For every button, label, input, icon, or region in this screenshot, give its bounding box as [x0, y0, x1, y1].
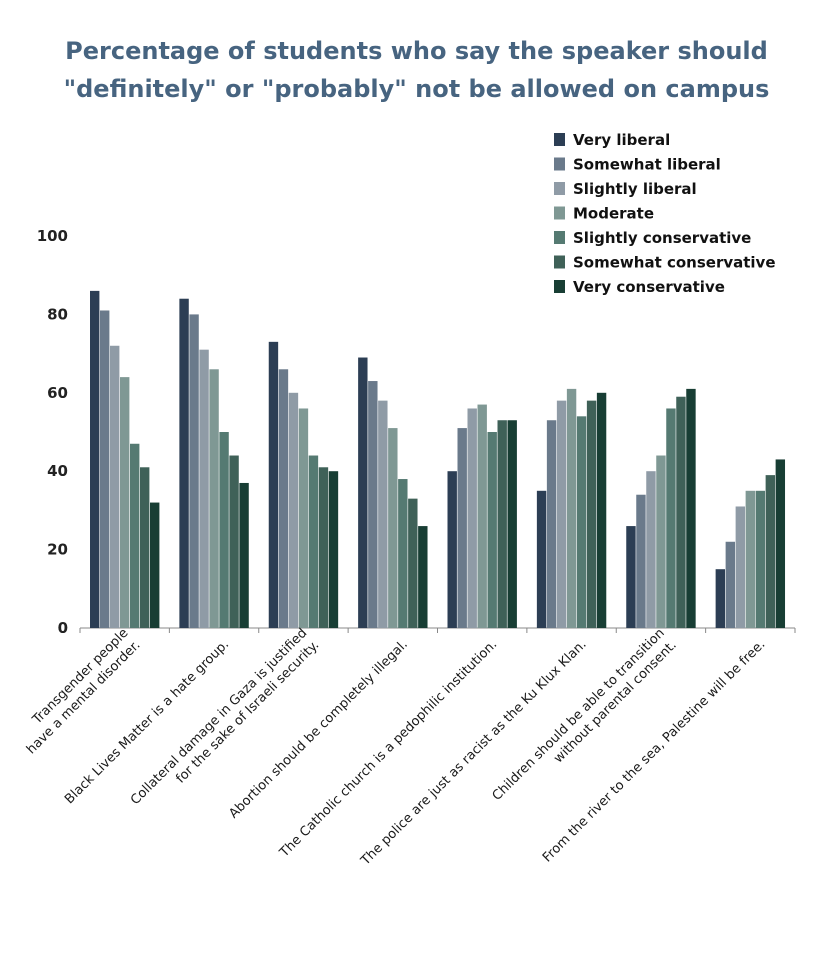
- category-label: Abortion should be completely illegal.: [226, 637, 411, 822]
- bar: [90, 290, 100, 628]
- y-tick-label: 60: [47, 384, 68, 402]
- bar: [179, 298, 189, 628]
- bar: [130, 443, 140, 628]
- bar: [765, 475, 776, 628]
- legend-label: Very conservative: [573, 278, 725, 296]
- y-tick-label: 40: [47, 462, 68, 480]
- bar: [268, 341, 279, 628]
- bar: [408, 498, 418, 628]
- category-labels: Transgender peoplehave a mental disorder…: [24, 626, 768, 869]
- bar: [229, 455, 239, 628]
- legend-item: Slightly conservative: [554, 229, 751, 247]
- bar: [646, 471, 656, 628]
- bar: [447, 471, 457, 628]
- legend-label: Slightly liberal: [573, 180, 697, 198]
- bar: [676, 396, 686, 628]
- bar: [278, 369, 289, 628]
- bar: [666, 408, 676, 628]
- bar: [110, 345, 120, 628]
- bar: [150, 502, 160, 628]
- bar: [318, 467, 329, 628]
- bar: [586, 400, 597, 628]
- bar: [398, 479, 408, 628]
- bar: [358, 357, 368, 628]
- bar: [219, 432, 229, 628]
- category-label-line: Abortion should be completely illegal.: [226, 637, 411, 822]
- legend-item: Very conservative: [554, 278, 725, 296]
- bar: [576, 416, 587, 628]
- legend-item: Moderate: [554, 205, 654, 223]
- bar: [636, 494, 646, 628]
- bar: [556, 400, 567, 628]
- y-tick-label: 80: [47, 305, 68, 323]
- category-label: Children should be able to transitionwit…: [490, 626, 680, 816]
- y-axis: 0 20 40 60 80 100: [37, 227, 68, 637]
- bar: [368, 381, 378, 628]
- bar: [735, 506, 746, 628]
- bar: [497, 420, 507, 628]
- legend-swatch: [554, 206, 565, 220]
- bar: [418, 526, 428, 628]
- legend-label: Moderate: [573, 205, 654, 223]
- chart-title-line-2: "definitely" or "probably" not be allowe…: [63, 75, 770, 103]
- bar: [100, 310, 110, 628]
- legend-swatch: [554, 280, 565, 293]
- category-label-line: Transgender people: [29, 626, 131, 728]
- bar: [378, 400, 388, 628]
- bar: [536, 490, 547, 628]
- bar: [686, 388, 696, 628]
- bar: [388, 428, 398, 628]
- legend: Very liberal Somewhat liberal Slightly lib…: [554, 131, 776, 296]
- legend-label: Slightly conservative: [573, 229, 751, 247]
- y-tick-label: 0: [58, 619, 68, 637]
- bar: [328, 471, 339, 628]
- legend-swatch: [554, 157, 565, 171]
- legend-label: Very liberal: [573, 131, 670, 149]
- bar: [656, 455, 666, 628]
- x-axis: [79, 627, 796, 633]
- bar: [725, 541, 736, 628]
- bar: [626, 526, 636, 628]
- category-label-line: for the sake of Israeli security.: [173, 638, 322, 787]
- bar: [566, 388, 577, 628]
- bar: [209, 369, 219, 628]
- bar: [467, 408, 477, 628]
- legend-item: Somewhat liberal: [554, 156, 721, 174]
- bar: [745, 490, 756, 628]
- legend-item: Somewhat conservative: [554, 254, 776, 272]
- legend-swatch: [554, 255, 565, 269]
- bar: [546, 420, 557, 628]
- y-tick-label: 20: [47, 541, 68, 559]
- bar: [288, 392, 299, 628]
- legend-item: Very liberal: [554, 131, 670, 149]
- bar: [239, 482, 249, 628]
- chart-title: Percentage of students who say the speak…: [0, 32, 833, 108]
- bar: [596, 392, 607, 628]
- bar: [477, 404, 487, 628]
- bar: [715, 569, 726, 628]
- legend-label: Somewhat liberal: [573, 156, 721, 174]
- bar: [189, 314, 199, 628]
- bar: [775, 459, 786, 628]
- bar: [755, 490, 766, 628]
- bar: [487, 432, 497, 628]
- bar: [120, 377, 130, 628]
- bar: [199, 349, 209, 628]
- legend-item: Slightly liberal: [554, 180, 697, 198]
- bars: [90, 290, 786, 628]
- legend-swatch: [554, 231, 565, 244]
- bar: [308, 455, 319, 628]
- bar: [507, 420, 517, 628]
- bar: [457, 428, 467, 628]
- chart-title-line-1: Percentage of students who say the speak…: [65, 37, 768, 65]
- bar: [140, 467, 150, 628]
- legend-swatch: [554, 182, 565, 195]
- bar: [298, 408, 309, 628]
- legend-label: Somewhat conservative: [573, 254, 776, 272]
- category-label: Collateral damage in Gaza is justifiedfo…: [128, 626, 322, 820]
- legend-swatch: [554, 133, 565, 146]
- y-tick-label: 100: [37, 227, 68, 245]
